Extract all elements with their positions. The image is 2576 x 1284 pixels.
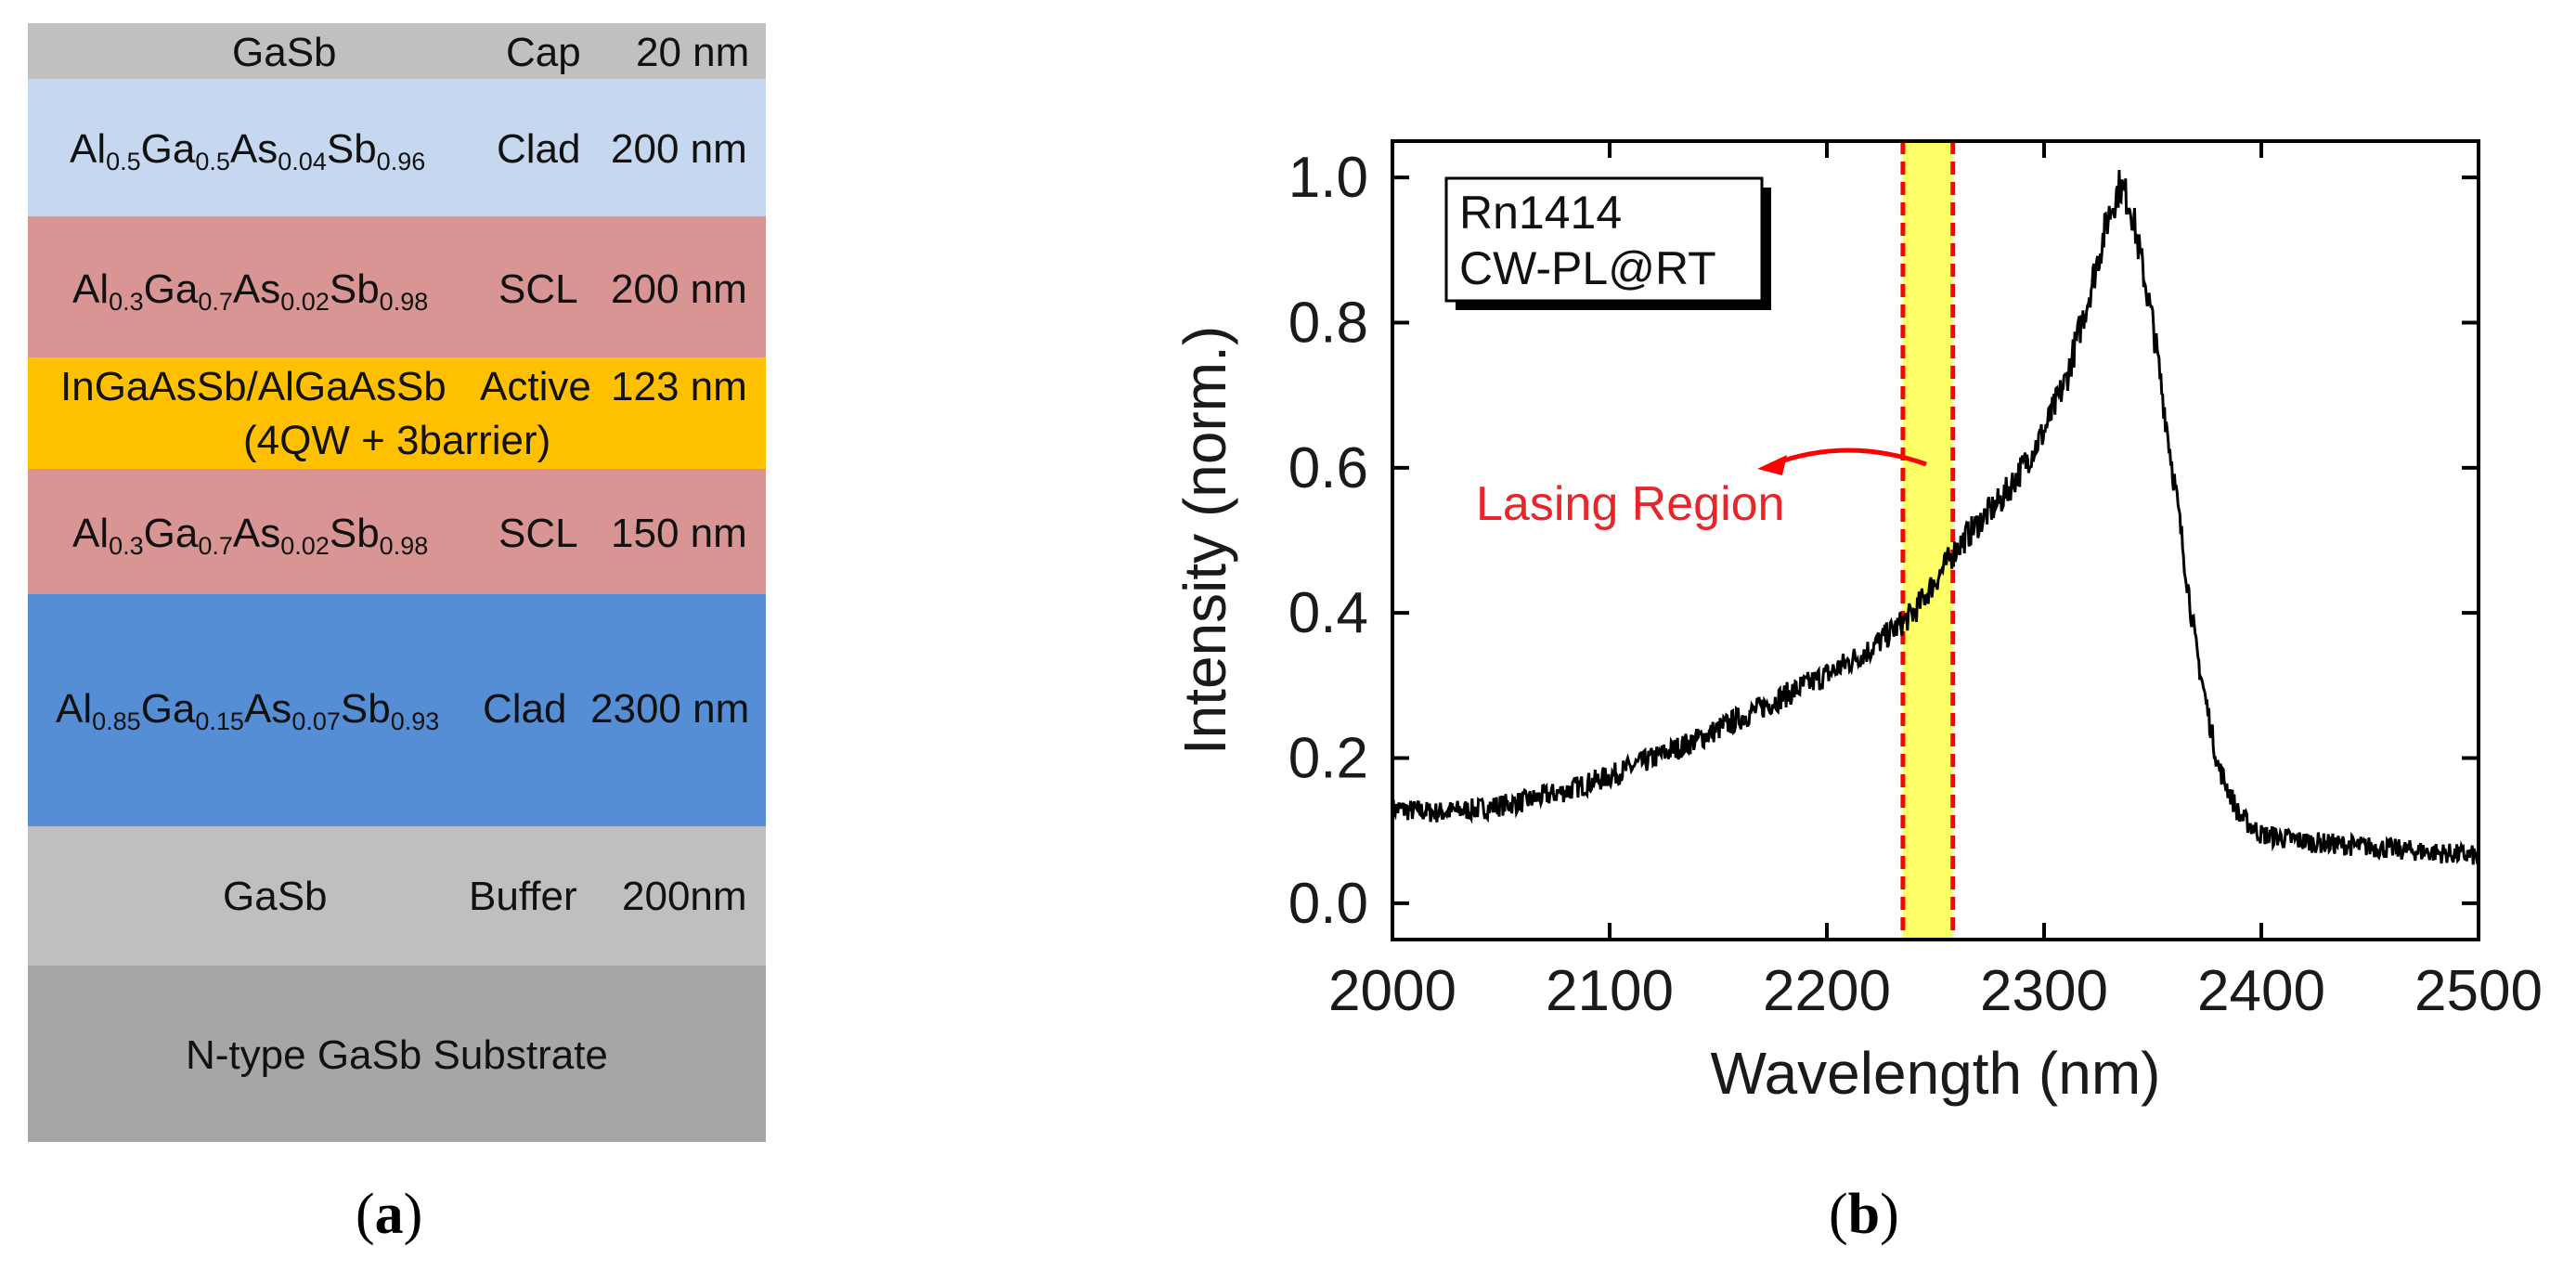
upper-scl-layer: Al0.3Ga0.7As0.02Sb0.98 SCL 200 nm <box>28 216 766 357</box>
lower-scl-layer: Al0.3Ga0.7As0.02Sb0.98 SCL 150 nm <box>28 469 766 594</box>
buffer-material: GaSb <box>223 874 328 919</box>
lower-clad-layer: Al0.85Ga0.15As0.07Sb0.93 Clad 2300 nm <box>28 594 766 826</box>
lower-clad-thickness: 2300 nm <box>590 686 750 732</box>
substrate-layer: N-type GaSb Substrate <box>28 966 766 1142</box>
legend-line1: Rn1414 <box>1459 187 1622 239</box>
cap-thickness: 20 nm <box>636 30 750 75</box>
plot-frame <box>1391 139 2480 941</box>
y-axis-label: Intensity (norm.) <box>1171 326 1238 755</box>
upper-scl-thickness: 200 nm <box>611 266 747 312</box>
upper-clad-role: Clad <box>497 126 581 172</box>
y-tick-label: 0.8 <box>1288 291 1368 355</box>
x-tick-label: 2500 <box>2414 959 2543 1023</box>
lasing-arrowhead <box>1757 455 1787 475</box>
lower-scl-material: Al0.3Ga0.7As0.02Sb0.98 <box>72 511 429 560</box>
caption-b: (b) <box>1829 1182 1899 1248</box>
upper-clad-layer: Al0.5Ga0.5As0.04Sb0.96 Clad 200 nm <box>28 79 766 216</box>
upper-scl-material: Al0.3Ga0.7As0.02Sb0.98 <box>72 266 429 316</box>
active-layer: InGaAsSb/AlGaAsSb (4QW + 3barrier) Activ… <box>28 357 766 469</box>
caption-b-letter: b <box>1847 1183 1881 1246</box>
active-thickness: 123 nm <box>611 364 747 409</box>
buffer-layer: GaSb Buffer 200nm <box>28 826 766 966</box>
lower-scl-role: SCL <box>498 511 578 556</box>
y-tick-label: 1.0 <box>1288 146 1368 210</box>
lasing-label: Lasing Region <box>1476 477 1784 531</box>
caption-a-close: ) <box>403 1183 423 1246</box>
lower-scl-thickness: 150 nm <box>611 511 747 556</box>
cap-role: Cap <box>506 30 581 75</box>
x-axis-label: Wavelength (nm) <box>1711 1040 2161 1107</box>
active-role: Active <box>480 364 591 409</box>
cap-layer: GaSb Cap 20 nm <box>28 23 766 79</box>
lasing-region-band <box>1902 141 1953 940</box>
lasing-arrow <box>1772 447 1927 467</box>
caption-b-close: ) <box>1880 1183 1899 1246</box>
lower-clad-material: Al0.85Ga0.15As0.07Sb0.93 <box>56 686 440 735</box>
layer-stack-diagram: GaSb Cap 20 nm Al0.5Ga0.5As0.04Sb0.96 Cl… <box>28 23 766 1142</box>
y-tick-label: 0.0 <box>1288 872 1368 936</box>
active-material: InGaAsSb/AlGaAsSb <box>60 364 447 409</box>
buffer-role: Buffer <box>469 874 577 919</box>
buffer-thickness: 200nm <box>622 874 747 919</box>
x-tick-label: 2100 <box>1546 959 1674 1023</box>
y-tick-label: 0.2 <box>1288 727 1368 791</box>
x-tick-label: 2400 <box>2197 959 2325 1023</box>
upper-clad-thickness: 200 nm <box>611 126 747 172</box>
legend-box: Rn1414 CW-PL@RT <box>1444 176 1771 310</box>
caption-a-open: ( <box>356 1183 375 1246</box>
x-tick-label: 2000 <box>1328 959 1456 1023</box>
substrate-material: N-type GaSb Substrate <box>186 1032 608 1078</box>
x-tick-label: 2200 <box>1763 959 1891 1023</box>
lower-clad-role: Clad <box>483 686 567 732</box>
upper-scl-role: SCL <box>498 266 578 312</box>
cap-material: GaSb <box>232 30 337 75</box>
caption-a-letter: a <box>374 1183 404 1246</box>
upper-clad-material: Al0.5Ga0.5As0.04Sb0.96 <box>70 126 426 175</box>
active-material-line2: (4QW + 3barrier) <box>243 418 551 463</box>
legend-line2: CW-PL@RT <box>1459 242 1716 294</box>
caption-b-open: ( <box>1829 1183 1848 1246</box>
lasing-annotation: Lasing Region <box>1476 447 1927 531</box>
caption-a: (a) <box>356 1182 422 1248</box>
y-tick-label: 0.4 <box>1288 581 1368 645</box>
y-tick-label: 0.6 <box>1288 436 1368 500</box>
x-tick-label: 2300 <box>1980 959 2108 1023</box>
pl-spectrum-curve <box>1391 169 2480 865</box>
